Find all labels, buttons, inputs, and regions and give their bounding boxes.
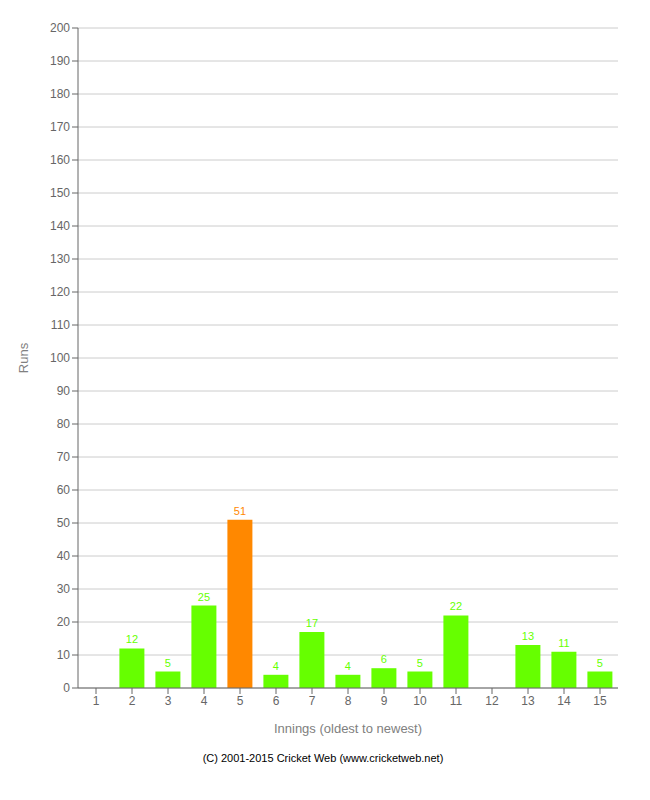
svg-text:160: 160 <box>50 153 70 167</box>
svg-text:50: 50 <box>57 516 71 530</box>
svg-text:2: 2 <box>129 694 136 708</box>
svg-text:110: 110 <box>51 318 70 332</box>
svg-text:22: 22 <box>450 600 462 612</box>
svg-text:9: 9 <box>381 694 388 708</box>
svg-text:20: 20 <box>57 615 71 629</box>
svg-text:80: 80 <box>57 417 71 431</box>
svg-text:10: 10 <box>57 648 71 662</box>
svg-text:150: 150 <box>50 186 70 200</box>
svg-text:60: 60 <box>57 483 71 497</box>
svg-text:14: 14 <box>557 694 571 708</box>
svg-text:40: 40 <box>57 549 71 563</box>
svg-text:Innings (oldest to newest): Innings (oldest to newest) <box>274 721 422 736</box>
svg-text:7: 7 <box>309 694 316 708</box>
svg-text:6: 6 <box>381 653 387 665</box>
svg-text:170: 170 <box>50 120 70 134</box>
svg-text:17: 17 <box>306 617 318 629</box>
svg-text:11: 11 <box>450 694 463 708</box>
svg-text:12: 12 <box>126 633 138 645</box>
svg-text:3: 3 <box>165 694 172 708</box>
svg-text:100: 100 <box>50 351 70 365</box>
svg-text:5: 5 <box>417 657 423 669</box>
html-text:(C) 2001-2015 Cricket Web (www: (C) 2001-2015 Cricket Web (www.cricketwe… <box>202 752 444 764</box>
svg-text:10: 10 <box>413 694 427 708</box>
svg-text:30: 30 <box>57 582 71 596</box>
svg-text:1: 1 <box>93 694 100 708</box>
svg-text:Runs: Runs <box>16 342 31 373</box>
svg-text:6: 6 <box>273 694 280 708</box>
svg-text:4: 4 <box>345 660 351 672</box>
svg-text:13: 13 <box>521 694 535 708</box>
svg-text:4: 4 <box>201 694 208 708</box>
svg-text:0: 0 <box>63 681 70 695</box>
svg-text:15: 15 <box>593 694 607 708</box>
svg-text:12: 12 <box>485 694 499 708</box>
svg-text:11: 11 <box>558 637 569 649</box>
svg-text:5: 5 <box>165 657 171 669</box>
svg-text:8: 8 <box>345 694 352 708</box>
svg-text:4: 4 <box>273 660 279 672</box>
svg-text:5: 5 <box>237 694 244 708</box>
svg-text:190: 190 <box>50 54 70 68</box>
svg-text:140: 140 <box>50 219 70 233</box>
svg-text:13: 13 <box>522 630 534 642</box>
svg-text:130: 130 <box>50 252 70 266</box>
svg-text:25: 25 <box>198 591 210 603</box>
svg-text:51: 51 <box>234 505 246 517</box>
svg-text:200: 200 <box>50 21 70 35</box>
svg-text:120: 120 <box>50 285 70 299</box>
svg-text:90: 90 <box>57 384 71 398</box>
svg-text:70: 70 <box>57 450 71 464</box>
svg-text:180: 180 <box>50 87 70 101</box>
svg-text:5: 5 <box>597 657 603 669</box>
